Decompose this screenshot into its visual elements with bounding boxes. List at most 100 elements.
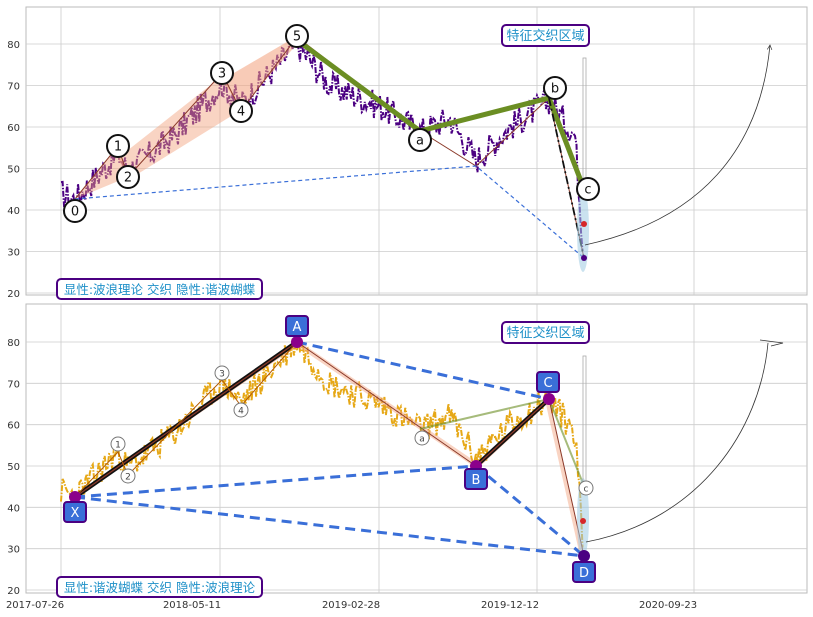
- bottom-zone-callout-text: 特征交织区域: [506, 325, 584, 341]
- y-tick-label: 70: [7, 379, 20, 390]
- y-tick-label: 80: [7, 338, 20, 349]
- wave-label-text: 1: [114, 140, 122, 155]
- y-tick-label: 40: [7, 206, 20, 217]
- wave-label-text: a: [416, 134, 424, 149]
- wave-label-text: c: [584, 183, 591, 198]
- c-leg-dashdot-line: [548, 97, 585, 259]
- butterfly-dashed-lines: [74, 340, 585, 558]
- wave-label-circle: [408, 128, 432, 152]
- wave-label-circle: [63, 199, 87, 223]
- small-wave-label-circle: [120, 468, 136, 484]
- wave-label-text: b: [551, 82, 559, 97]
- butterfly-point-box: [63, 501, 87, 523]
- small-wave-label-text: c: [584, 485, 589, 495]
- y-tick-label: 60: [7, 421, 20, 432]
- y-tick-label: 50: [7, 462, 20, 473]
- x-axis: 2017-07-26 2018-05-11 2019-02-28 2019-12-12…: [6, 600, 697, 611]
- bottom-y-axis: 20 30 40 50 60 70 80: [7, 338, 20, 597]
- butterfly-point-box: [464, 468, 488, 490]
- top-y-axis: 20 30 40 50 60 70 80: [7, 40, 20, 300]
- wave-label-text: 4: [237, 105, 245, 120]
- y-tick-label: 40: [7, 503, 20, 514]
- bottom-arrow-tip: [759, 339, 784, 347]
- small-wave-label-text: 3: [219, 370, 225, 380]
- butterfly-thin-legs: [296, 341, 585, 557]
- y-tick-label: 20: [7, 289, 20, 300]
- pivot-c-dot: [543, 393, 555, 405]
- x-tick-label: 2020-09-23: [639, 600, 697, 611]
- butterfly-xa-inner: [74, 341, 298, 498]
- x-tick-label: 2017-07-26: [6, 600, 64, 611]
- bottom-zone-callout-box: [501, 321, 590, 344]
- bottom-curve-arrow: [585, 342, 769, 543]
- butterfly-leg-cd-band: [545, 398, 584, 556]
- y-tick-label: 30: [7, 545, 20, 556]
- top-blue-dashed-line: [74, 165, 585, 259]
- y-tick-label: 70: [7, 82, 20, 93]
- bottom-target-dot: [580, 518, 586, 524]
- small-wave-label-circle: [110, 436, 126, 452]
- bottom-plot-frame: [25, 303, 808, 594]
- pivot-x-dot: [69, 491, 81, 503]
- abc-trend-line: [295, 37, 587, 190]
- wave-impulse-band-5: [222, 36, 297, 108]
- small-wave-label-circle: [233, 402, 249, 418]
- butterfly-labels: X A B C D: [63, 315, 596, 583]
- butterfly-point-box: [572, 561, 596, 583]
- y-tick-label: 30: [7, 248, 20, 259]
- small-wave-label-text: 4: [238, 407, 244, 417]
- butterfly-point-label: X: [71, 506, 80, 521]
- y-tick-label: 50: [7, 165, 20, 176]
- bottom-wave-labels: 1 2 3 4 a c: [110, 365, 594, 496]
- small-wave-label-text: 2: [125, 473, 131, 483]
- wave-label-circle: [285, 24, 309, 48]
- small-wave-label-circle: [578, 480, 594, 496]
- bottom-chart-panel: 20 30 40 50 60 70 80: [7, 303, 808, 598]
- dashed-bd: [475, 464, 585, 558]
- top-target-zone: [577, 188, 589, 272]
- x-tick-label: 2019-02-28: [322, 600, 380, 611]
- butterfly-point-label: D: [579, 566, 589, 581]
- dashed-ac: [296, 340, 550, 401]
- butterfly-point-label: B: [472, 473, 481, 488]
- top-zone-callout-box: [501, 24, 590, 47]
- bottom-wave-thin-line: [74, 341, 298, 498]
- small-wave-label-text: a: [419, 435, 425, 445]
- top-target-dot: [581, 221, 587, 227]
- top-end-dot: [581, 255, 587, 261]
- wave-label-circle: [116, 165, 140, 189]
- wave-label-text: 5: [293, 30, 301, 45]
- butterfly-point-box: [285, 315, 309, 337]
- wave-impulse-band-1: [75, 146, 128, 199]
- butterfly-point-label: C: [543, 376, 552, 391]
- y-tick-label: 60: [7, 123, 20, 134]
- y-tick-label: 80: [7, 40, 20, 51]
- top-chart-panel: 20 30 40 50 60 70 80 0 1 2 3 4 5 a b c 特征交织区域 显性:波浪理论 …: [7, 6, 808, 300]
- pivot-a-dot: [291, 336, 303, 348]
- wave-label-text: 2: [124, 171, 132, 186]
- wave-label-text: 3: [218, 67, 226, 82]
- wave-label-text: 0: [71, 205, 79, 220]
- small-wave-label-circle: [214, 365, 230, 381]
- y-tick-label: 20: [7, 586, 20, 597]
- bottom-caption-box: [56, 576, 263, 598]
- top-zone-callout-text: 特征交织区域: [506, 28, 584, 44]
- pivot-d-dot: [578, 550, 590, 562]
- bottom-price-series: [60, 337, 584, 548]
- dashed-xb: [74, 464, 477, 499]
- wave-label-circle: [210, 61, 234, 85]
- wave-label-circle: [106, 134, 130, 158]
- wave-label-circle: [543, 76, 567, 100]
- x-tick-label: 2018-05-11: [163, 600, 221, 611]
- x-tick-label: 2019-12-12: [481, 600, 539, 611]
- top-curve-arrow: [584, 45, 770, 246]
- top-caption-box: [56, 278, 263, 300]
- bottom-caption-text: 显性:谐波蝴蝶 交织 隐性:波浪理论: [64, 580, 256, 595]
- wave-label-circle: [229, 99, 253, 123]
- top-wave-labels: 0 1 2 3 4 5 a b c: [63, 24, 600, 223]
- butterfly-point-box: [536, 371, 560, 393]
- wave-label-circle: [576, 177, 600, 201]
- small-wave-label-circle: [414, 430, 430, 446]
- top-caption-text: 显性:波浪理论 交织 隐性:谐波蝴蝶: [64, 282, 256, 297]
